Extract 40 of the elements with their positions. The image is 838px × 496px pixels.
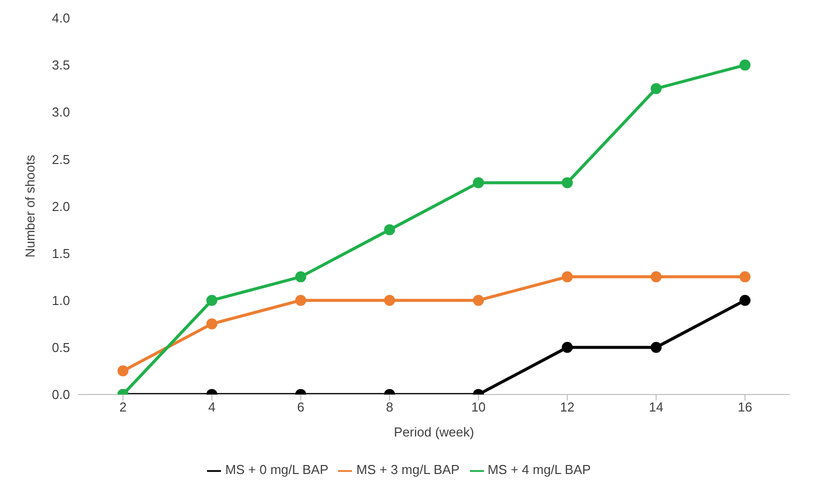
y-tick-label: 1.0 <box>52 292 70 308</box>
x-tick-label: 14 <box>648 400 664 415</box>
x-tick-label: 16 <box>738 400 752 415</box>
point <box>650 271 662 282</box>
point <box>740 60 750 71</box>
y-tick-label: 0.0 <box>52 387 70 402</box>
point <box>295 294 306 306</box>
point <box>206 294 218 306</box>
point <box>650 342 662 353</box>
x-tick-label: 12 <box>560 400 575 415</box>
y-tick-label: 3.5 <box>52 58 70 73</box>
x-tick-label: 4 <box>208 400 216 415</box>
point <box>562 271 573 282</box>
point <box>384 294 396 306</box>
legend-label: MS + 0 mg/L BAP <box>225 462 328 478</box>
y-tick-label: 1.5 <box>52 246 70 261</box>
y-tick-label: 2.5 <box>52 152 70 167</box>
y-tick-label: 0.5 <box>52 340 70 355</box>
point <box>118 365 128 376</box>
point <box>472 177 484 188</box>
x-tick-label: 10 <box>471 400 486 415</box>
y-tick-label: 4.0 <box>52 10 70 26</box>
x-axis-title: Period (week) <box>394 424 474 440</box>
point <box>740 271 750 282</box>
y-tick-label: 3.0 <box>52 104 70 120</box>
point <box>562 177 573 188</box>
x-tick-label: 2 <box>119 400 127 415</box>
point <box>295 271 306 282</box>
point <box>206 318 218 330</box>
x-tick-label: 6 <box>297 400 304 415</box>
legend-label: MS + 3 mg/L BAP <box>356 462 460 478</box>
point <box>650 83 662 94</box>
y-tick-label: 2.0 <box>52 198 70 214</box>
legend-label: MS + 4 mg/L BAP <box>488 462 591 478</box>
point <box>472 294 484 306</box>
y-axis-title: Number of shoots <box>22 154 38 258</box>
point <box>740 294 750 306</box>
point <box>384 224 396 236</box>
x-tick-label: 8 <box>386 400 394 415</box>
point <box>562 342 573 353</box>
